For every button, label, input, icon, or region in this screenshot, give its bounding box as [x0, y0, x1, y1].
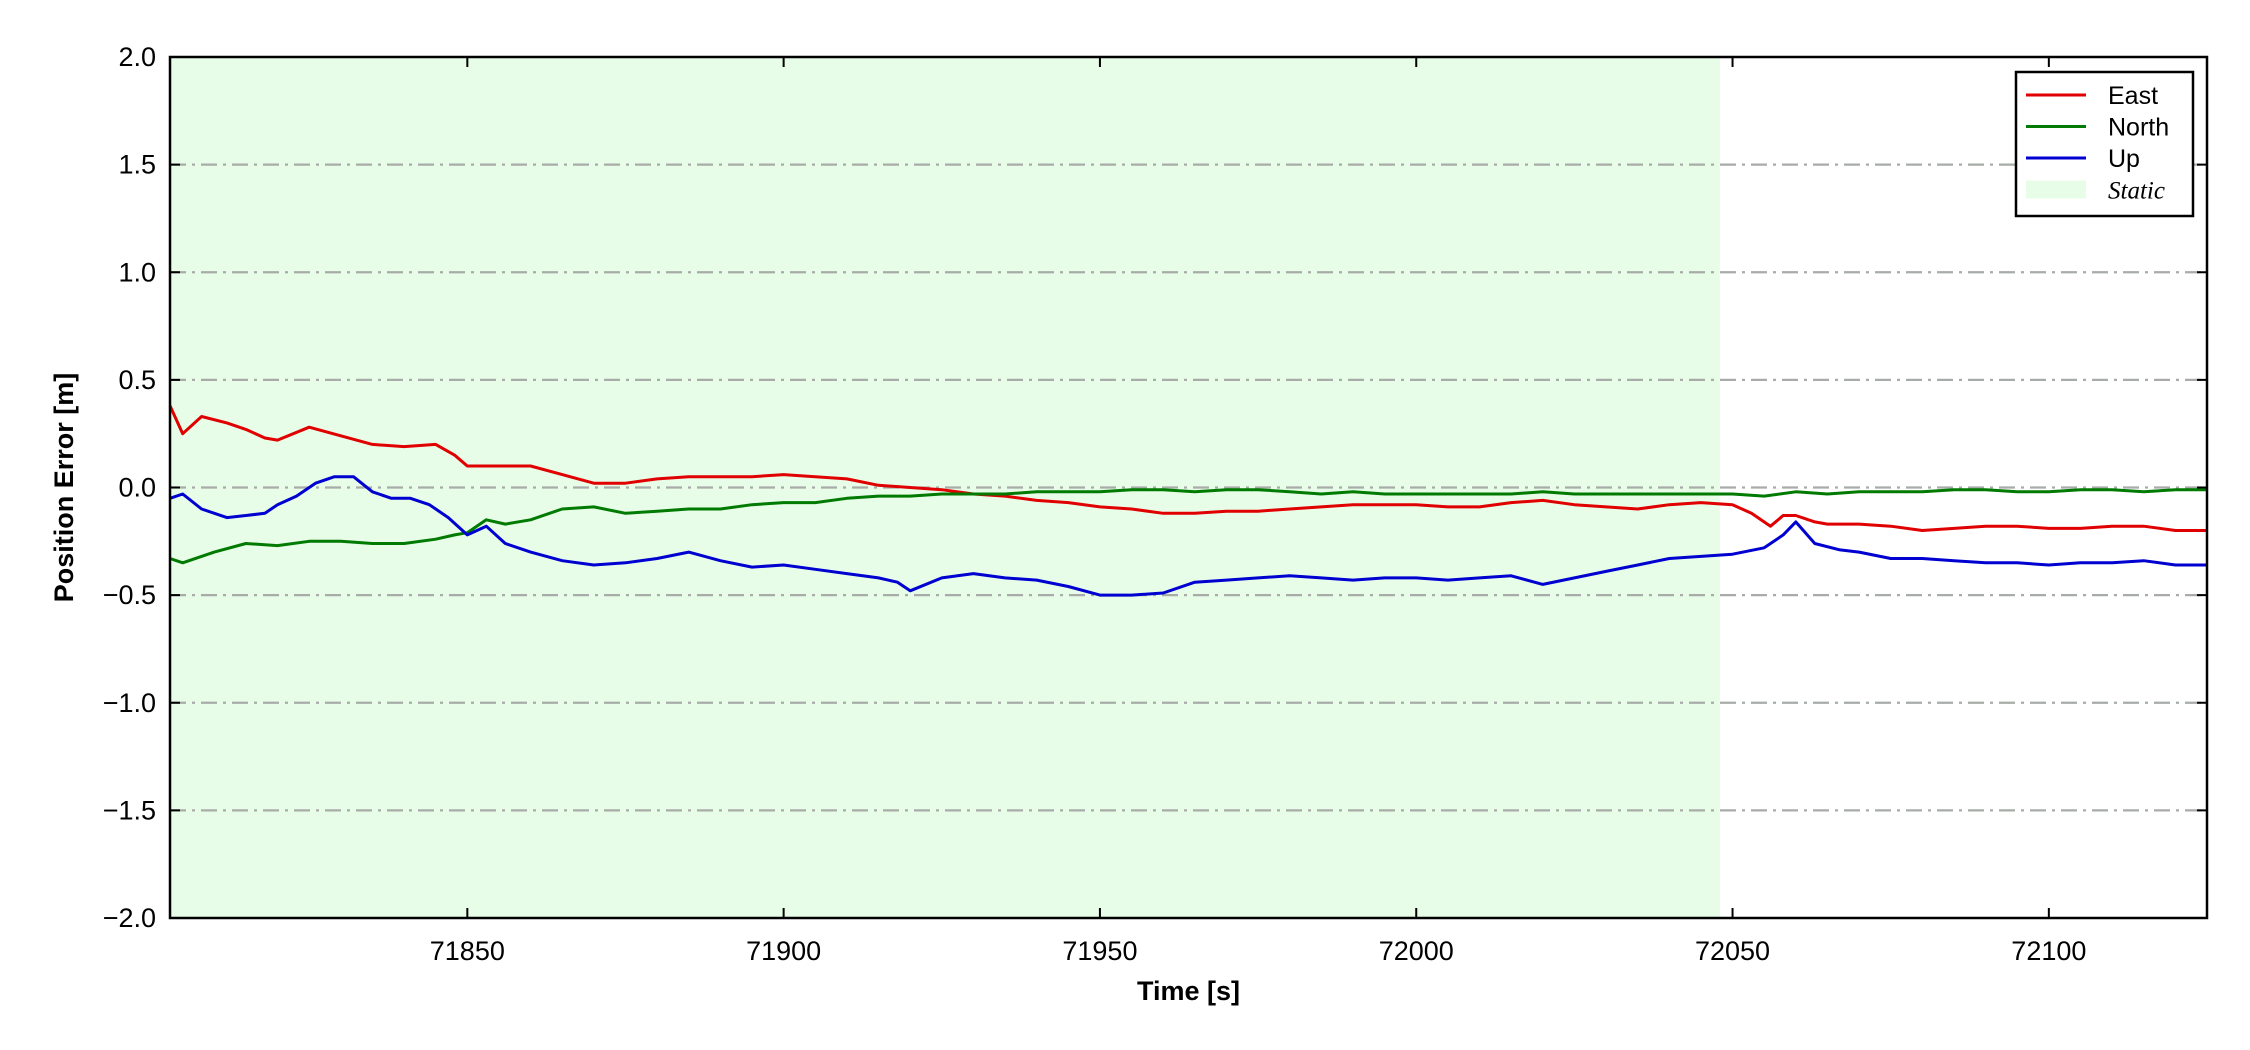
- grid-layer: [170, 163, 2207, 812]
- legend-label-static: Static: [2108, 178, 2165, 205]
- x-axis-title: Time [s]: [1137, 976, 1240, 1006]
- y-tick-label-5: −0.5: [103, 580, 156, 610]
- series-line-north: [169, 488, 2207, 565]
- y-tick-label-0: 2.0: [118, 42, 156, 72]
- legend-label-north: North: [2108, 114, 2169, 142]
- y-tick-label-6: −1.0: [103, 688, 156, 718]
- x-tick-label-4: 72050: [1695, 936, 1770, 966]
- x-tick-label-5: 72100: [2011, 936, 2086, 966]
- legend-label-up: Up: [2108, 145, 2140, 173]
- legend-swatch-static: [2026, 180, 2086, 199]
- series-layer: [168, 405, 2207, 597]
- series-line-up: [169, 475, 2207, 597]
- x-tick-label-0: 71850: [430, 936, 505, 966]
- y-tick-label-7: −1.5: [103, 795, 156, 825]
- legend-label-east: East: [2108, 82, 2158, 110]
- x-tick-label-2: 71950: [1062, 936, 1137, 966]
- y-tick-label-4: 0.0: [118, 473, 156, 503]
- x-tick-label-1: 71900: [746, 936, 821, 966]
- y-tick-label-3: 0.5: [118, 365, 156, 395]
- legend: East North Up Static: [2014, 70, 2195, 218]
- x-tick-label-3: 72000: [1379, 936, 1454, 966]
- series-line-east: [168, 405, 2207, 532]
- y-tick-label-2: 1.0: [118, 257, 156, 287]
- y-axis-title: Position Error [m]: [49, 373, 79, 603]
- y-tick-label-8: −2.0: [103, 903, 156, 933]
- ticks-layer: 2.0 1.5 1.0 0.5 0.0 −0.5 −1.0 −1.5 −2.0 71850 7190…: [103, 42, 2207, 966]
- y-tick-label-1: 1.5: [118, 150, 156, 180]
